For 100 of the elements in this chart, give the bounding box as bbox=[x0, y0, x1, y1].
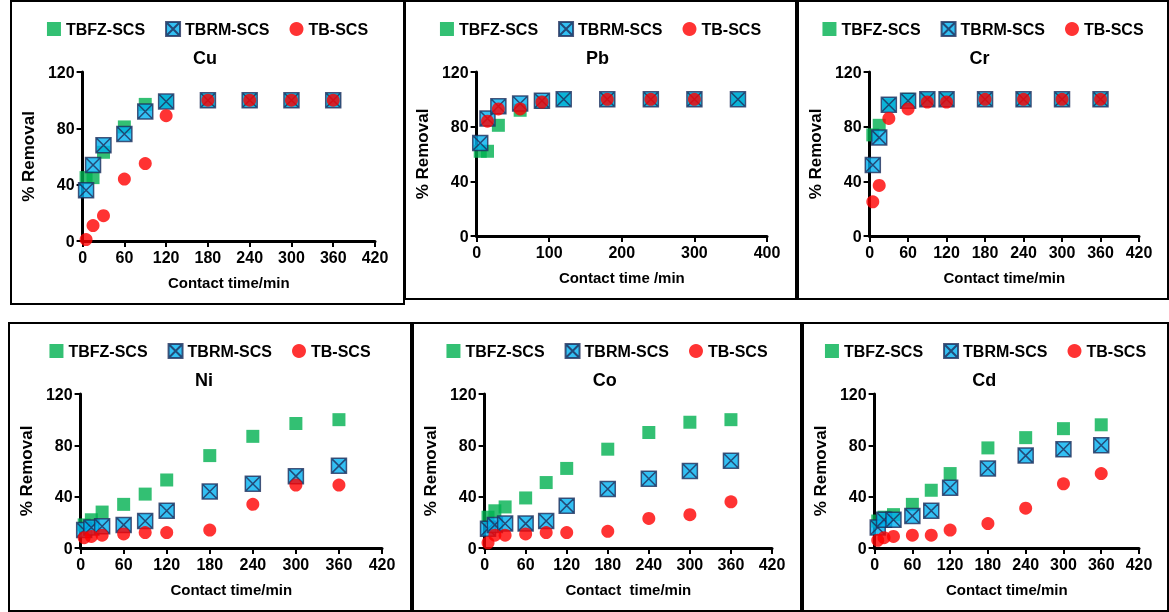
x-tick-label: 300 bbox=[676, 555, 704, 573]
x-tick-label: 420 bbox=[368, 555, 396, 573]
y-tick-label: 0 bbox=[852, 227, 862, 245]
x-tick-label: 60 bbox=[899, 243, 918, 261]
chart-title: Pb bbox=[586, 48, 610, 68]
x-axis-title: Contact time/min bbox=[170, 581, 293, 598]
legend-label: TBRM-SCS bbox=[187, 342, 273, 360]
y-tick-label: 120 bbox=[449, 385, 477, 403]
chart-title: Co bbox=[592, 370, 617, 390]
y-tick-label: 40 bbox=[450, 172, 469, 190]
y-tick-label: 0 bbox=[467, 539, 477, 557]
x-tick-label: 180 bbox=[194, 248, 222, 266]
y-axis-title: % Removal bbox=[413, 108, 432, 200]
legend-label: TBRM-SCS bbox=[578, 20, 663, 38]
x-tick-label: 300 bbox=[681, 243, 708, 261]
legend-label: TB-SCS bbox=[310, 342, 371, 360]
y-tick-label: 40 bbox=[54, 488, 73, 506]
y-tick-label: 80 bbox=[54, 436, 73, 454]
y-tick-label: 80 bbox=[56, 119, 75, 137]
x-axis-title: Contact time/min bbox=[945, 581, 1068, 598]
x-axis-title: Contact time/min bbox=[565, 581, 692, 598]
legend-label: TBFZ-SCS bbox=[841, 20, 921, 38]
x-tick-label: 120 bbox=[153, 555, 181, 573]
x-tick-label: 180 bbox=[196, 555, 224, 573]
legend-label: TB-SCS bbox=[308, 20, 369, 38]
x-tick-label: 360 bbox=[1087, 555, 1115, 573]
legend-label: TB-SCS bbox=[1086, 342, 1147, 360]
x-tick-label: 100 bbox=[535, 243, 563, 261]
chart-title: Cr bbox=[969, 48, 990, 68]
chart-title: Cu bbox=[192, 48, 217, 68]
x-tick-label: 0 bbox=[78, 248, 88, 266]
y-axis-title: % Removal bbox=[811, 425, 830, 517]
chart-title: Ni bbox=[195, 370, 213, 390]
y-tick-label: 40 bbox=[848, 488, 867, 506]
x-tick-label: 300 bbox=[282, 555, 310, 573]
y-tick-label: 40 bbox=[843, 172, 862, 190]
x-tick-label: 240 bbox=[635, 555, 663, 573]
x-tick-label: 60 bbox=[115, 248, 134, 266]
chart-title: Cd bbox=[972, 370, 997, 390]
legend-label: TBFZ-SCS bbox=[458, 20, 539, 38]
x-tick-label: 60 bbox=[903, 555, 922, 573]
x-axis-title: Contact time/min bbox=[167, 274, 290, 291]
legend-label: TBRM-SCS bbox=[185, 20, 270, 38]
y-axis-title: % Removal bbox=[17, 425, 36, 517]
y-tick-label: 80 bbox=[450, 118, 469, 136]
y-axis-title: % Removal bbox=[421, 425, 440, 517]
x-axis-title: Contact time/min bbox=[943, 269, 1066, 286]
legend-label: TB-SCS bbox=[1083, 20, 1144, 38]
y-tick-label: 0 bbox=[857, 539, 867, 557]
y-tick-label: 80 bbox=[843, 118, 862, 136]
x-tick-label: 420 bbox=[1125, 555, 1153, 573]
y-tick-label: 80 bbox=[458, 436, 477, 454]
x-tick-label: 240 bbox=[1012, 555, 1040, 573]
x-tick-label: 300 bbox=[1050, 555, 1077, 573]
y-tick-label: 120 bbox=[45, 385, 73, 403]
x-tick-label: 400 bbox=[753, 243, 781, 261]
legend-label: TBFZ-SCS bbox=[843, 342, 924, 360]
x-tick-label: 120 bbox=[553, 555, 581, 573]
x-tick-label: 60 bbox=[516, 555, 535, 573]
legend-label: TBRM-SCS bbox=[960, 20, 1046, 38]
x-tick-label: 180 bbox=[971, 243, 999, 261]
y-axis-title: % Removal bbox=[19, 111, 38, 202]
x-tick-label: 200 bbox=[608, 243, 636, 261]
x-tick-label: 360 bbox=[1087, 243, 1114, 261]
y-tick-label: 120 bbox=[441, 63, 469, 81]
legend-label: TB-SCS bbox=[701, 20, 762, 38]
y-tick-label: 0 bbox=[65, 232, 75, 250]
x-tick-label: 300 bbox=[1048, 243, 1076, 261]
x-tick-label: 360 bbox=[717, 555, 745, 573]
y-tick-label: 120 bbox=[47, 63, 75, 81]
y-tick-label: 40 bbox=[458, 488, 477, 506]
y-tick-label: 120 bbox=[834, 63, 862, 81]
x-tick-label: 240 bbox=[239, 555, 267, 573]
y-tick-label: 120 bbox=[839, 385, 867, 403]
legend-label: TBRM-SCS bbox=[584, 342, 670, 360]
x-axis-title: Contact time /min bbox=[558, 269, 685, 286]
x-tick-label: 0 bbox=[480, 555, 490, 573]
x-tick-label: 0 bbox=[870, 555, 880, 573]
legend-label: TBFZ-SCS bbox=[465, 342, 545, 360]
x-tick-label: 120 bbox=[933, 243, 961, 261]
legend-label: TBFZ-SCS bbox=[68, 342, 148, 360]
y-tick-label: 80 bbox=[848, 436, 867, 454]
x-tick-label: 240 bbox=[1010, 243, 1037, 261]
x-tick-label: 60 bbox=[114, 555, 133, 573]
x-tick-label: 120 bbox=[152, 248, 180, 266]
x-tick-label: 180 bbox=[974, 555, 1002, 573]
x-tick-label: 420 bbox=[758, 555, 786, 573]
x-tick-label: 180 bbox=[594, 555, 622, 573]
x-tick-label: 0 bbox=[76, 555, 86, 573]
legend-label: TBRM-SCS bbox=[963, 342, 1048, 360]
y-tick-label: 40 bbox=[56, 176, 75, 194]
x-tick-label: 420 bbox=[1125, 243, 1153, 261]
legend-label: TB-SCS bbox=[707, 342, 768, 360]
x-tick-label: 360 bbox=[319, 248, 347, 266]
x-tick-label: 300 bbox=[278, 248, 305, 266]
legend-label: TBFZ-SCS bbox=[65, 20, 146, 38]
x-tick-label: 420 bbox=[361, 248, 389, 266]
y-tick-label: 0 bbox=[459, 227, 469, 245]
y-tick-label: 0 bbox=[63, 539, 73, 557]
y-axis-title: % Removal bbox=[806, 108, 825, 200]
